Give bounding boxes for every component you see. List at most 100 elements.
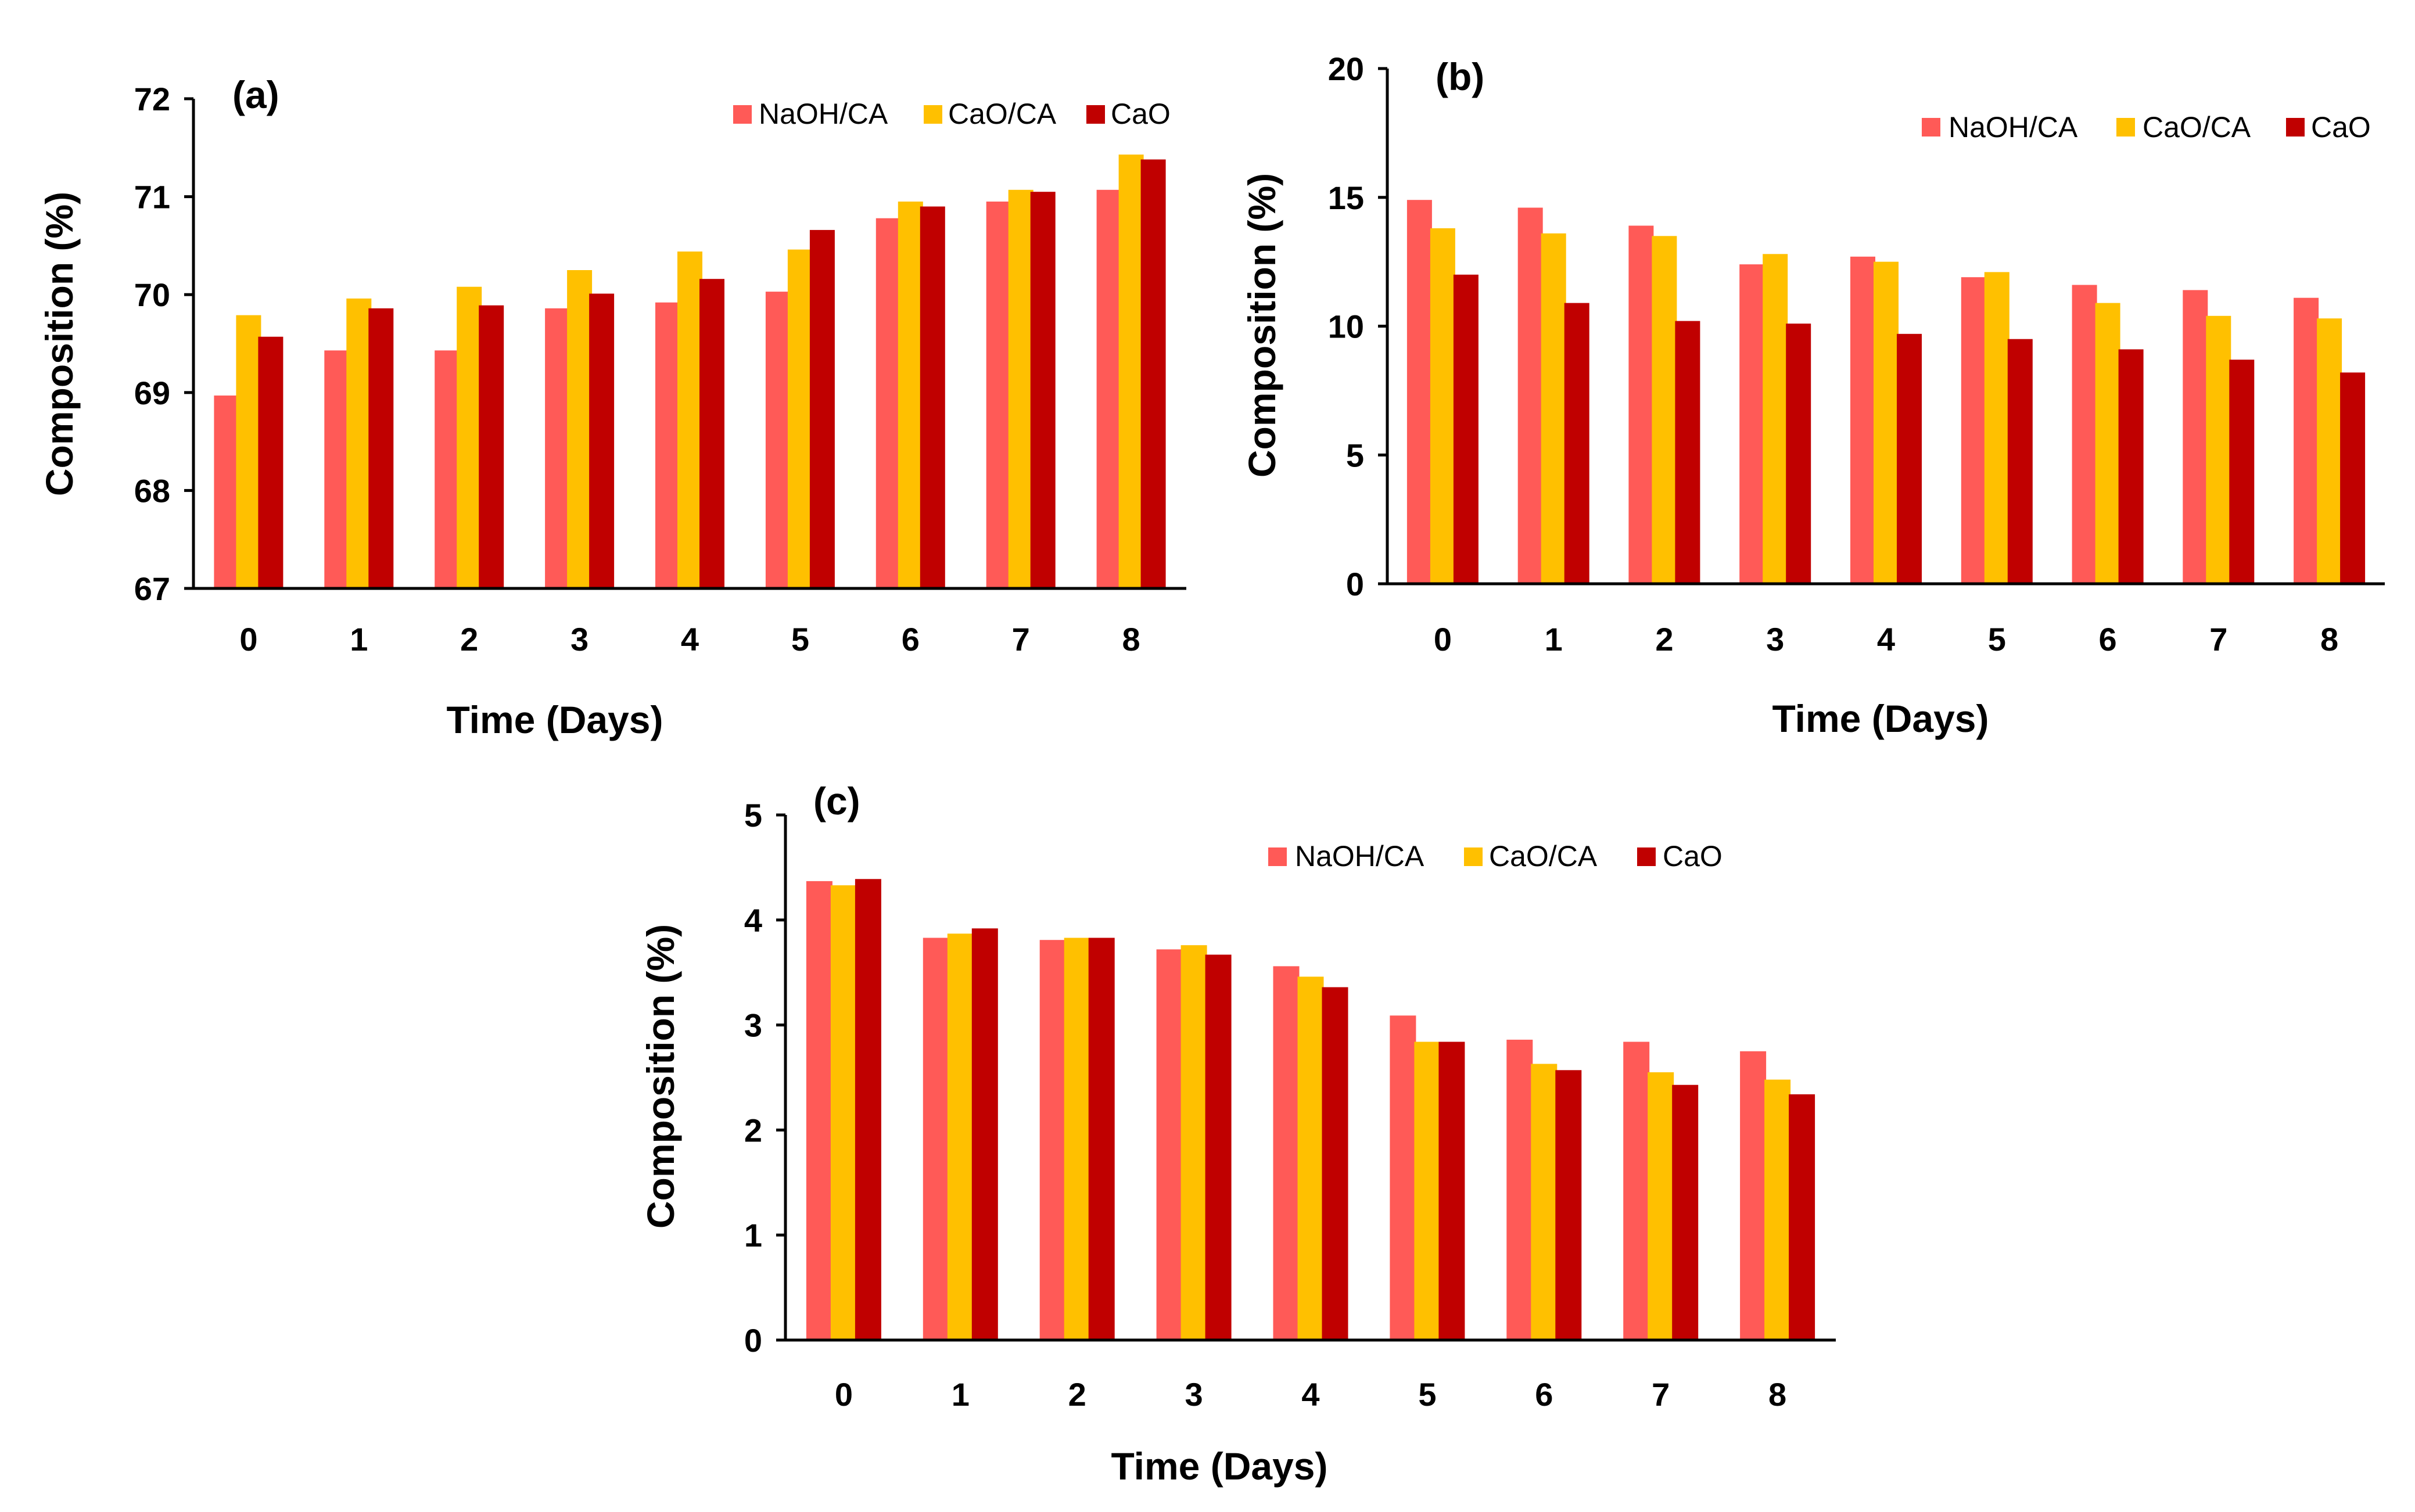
bar <box>699 279 724 588</box>
x-tick-label: 5 <box>1988 621 2006 658</box>
x-tick-labels: 0 1 2 3 4 5 6 7 8 <box>1434 621 2338 658</box>
y-tick-label: 67 <box>134 570 170 607</box>
bar <box>986 202 1011 588</box>
y-axis-title: Composition (%) <box>1240 173 1283 477</box>
legend-label-cao-ca: CaO/CA <box>2143 111 2251 143</box>
panel-label: (b) <box>1436 55 1484 98</box>
bar <box>971 928 998 1340</box>
legend-label-cao: CaO <box>1663 840 1723 872</box>
bar <box>1531 1064 1558 1340</box>
legend-swatch-cao <box>1637 847 1656 866</box>
bar <box>1039 940 1066 1340</box>
bar <box>1297 976 1324 1340</box>
x-tick-label: 5 <box>791 621 809 658</box>
y-tick-labels: 67 68 69 70 71 72 <box>134 81 170 607</box>
bar <box>2317 318 2342 584</box>
bar <box>1739 264 1765 584</box>
x-tick-label: 8 <box>1122 621 1140 658</box>
x-tick-label: 6 <box>2099 621 2117 658</box>
x-axis-title: Time (Days) <box>1772 697 1989 740</box>
bar <box>346 298 372 588</box>
bar <box>855 879 881 1340</box>
x-tick-label: 1 <box>952 1376 970 1413</box>
x-tick-label: 7 <box>1012 621 1030 658</box>
bar <box>830 885 857 1340</box>
bars-layer <box>806 879 1815 1340</box>
bars-layer <box>1406 200 2366 584</box>
x-tick-label: 1 <box>1545 621 1563 658</box>
legend-label-cao-ca: CaO/CA <box>948 98 1057 130</box>
legend-label-naoh-ca: NaOH/CA <box>759 98 888 130</box>
panel-label: (c) <box>813 780 860 823</box>
bar <box>2183 290 2208 584</box>
legend-label-naoh-ca: NaOH/CA <box>1948 111 2078 143</box>
bar <box>655 302 680 588</box>
bar <box>1438 1041 1465 1340</box>
legend: NaOH/CA CaO/CA CaO <box>1268 840 1723 872</box>
chart-panel-c: 0 1 2 3 4 5 0 1 2 3 4 5 6 7 8 (c) Time (Days) Composi… <box>639 780 1836 1488</box>
bar <box>1205 954 1232 1340</box>
bar <box>457 286 482 588</box>
bar <box>1850 256 1875 584</box>
legend-swatch-cao-ca <box>924 105 942 124</box>
y-tick-marks <box>1378 67 1387 586</box>
y-tick-label: 5 <box>1346 437 1364 473</box>
bar <box>1156 949 1183 1340</box>
x-axis-title: Time (Days) <box>1111 1445 1328 1488</box>
bar <box>1652 236 1677 584</box>
x-tick-label: 7 <box>2209 621 2227 658</box>
bar <box>1764 1079 1791 1340</box>
bar <box>236 315 261 588</box>
bar <box>2095 303 2120 584</box>
chart-panel-b: 0 5 10 15 20 0 1 2 3 4 5 6 7 8 (b) Time (Days) Compo… <box>1240 51 2385 740</box>
bar <box>1390 1015 1416 1340</box>
x-tick-label: 0 <box>239 621 257 658</box>
bar <box>787 249 813 589</box>
bar <box>2206 315 2231 584</box>
legend-label-cao-ca: CaO/CA <box>1489 840 1598 872</box>
legend-swatch-naoh-ca <box>1922 118 1940 137</box>
bar <box>1628 225 1654 584</box>
bar <box>1088 938 1115 1340</box>
bar <box>1273 966 1300 1340</box>
x-tick-label: 2 <box>460 621 478 658</box>
x-tick-labels: 0 1 2 3 4 5 6 7 8 <box>239 621 1140 658</box>
bar <box>1897 333 1922 584</box>
bar <box>1740 1051 1767 1340</box>
x-tick-label: 4 <box>1877 621 1895 658</box>
x-tick-label: 7 <box>1652 1376 1670 1413</box>
legend: NaOH/CA CaO/CA CaO <box>733 98 1171 130</box>
bar <box>368 308 394 588</box>
bar <box>1555 1070 1582 1340</box>
bar <box>1789 1094 1815 1340</box>
bar <box>2118 349 2144 584</box>
bar <box>545 308 570 588</box>
bar <box>1672 1084 1699 1340</box>
bar <box>324 350 350 588</box>
y-tick-label: 0 <box>744 1322 762 1359</box>
bar <box>479 305 504 588</box>
bar <box>214 395 239 588</box>
legend-swatch-cao <box>2286 118 2305 137</box>
x-tick-label: 0 <box>1434 621 1452 658</box>
y-tick-labels: 0 5 10 15 20 <box>1328 51 1364 602</box>
y-tick-label: 15 <box>1328 179 1364 216</box>
bar <box>1064 938 1090 1340</box>
x-tick-label: 1 <box>350 621 368 658</box>
y-tick-label: 2 <box>744 1112 762 1148</box>
bar <box>1008 189 1034 588</box>
y-tick-label: 71 <box>134 179 170 216</box>
bar <box>1180 945 1207 1340</box>
bar <box>2072 285 2097 584</box>
y-tick-label: 0 <box>1346 566 1364 602</box>
bar <box>1414 1041 1441 1340</box>
panel-label: (a) <box>232 73 279 116</box>
bar <box>765 292 791 588</box>
bar <box>1961 277 1986 584</box>
x-tick-label: 4 <box>1301 1376 1319 1413</box>
bar <box>875 218 901 588</box>
bar <box>1517 207 1543 584</box>
bar <box>1786 324 1811 584</box>
legend-swatch-cao-ca <box>1464 847 1483 866</box>
